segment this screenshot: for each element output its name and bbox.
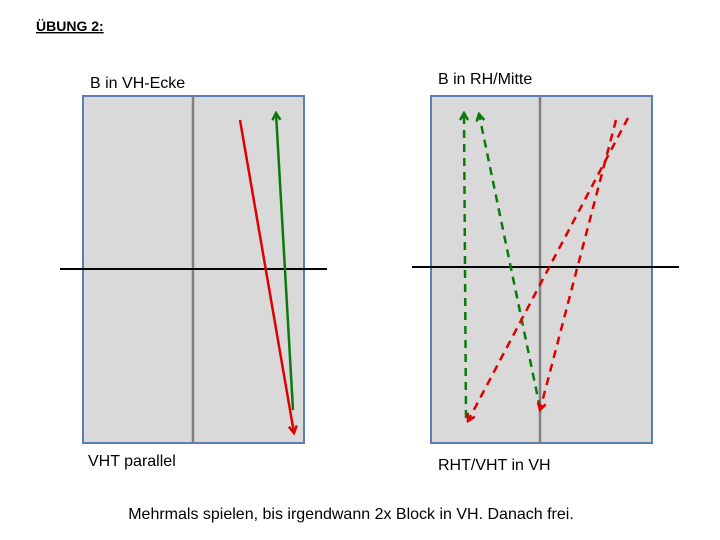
title: ÜBUNG 2: bbox=[36, 18, 104, 34]
footer-text: Mehrmals spielen, bis irgendwann 2x Bloc… bbox=[128, 506, 574, 523]
panel-label: B in RH/Mitte bbox=[438, 71, 532, 88]
ball-path bbox=[276, 113, 295, 411]
panel-label: B in VH-Ecke bbox=[90, 75, 185, 92]
ball-path bbox=[540, 119, 618, 410]
panel-label: RHT/VHT in VH bbox=[438, 457, 551, 474]
court bbox=[430, 95, 653, 444]
ball-path bbox=[468, 117, 630, 421]
ball-path bbox=[464, 113, 466, 419]
ball-path bbox=[238, 119, 294, 433]
panel-label: VHT parallel bbox=[88, 453, 176, 470]
